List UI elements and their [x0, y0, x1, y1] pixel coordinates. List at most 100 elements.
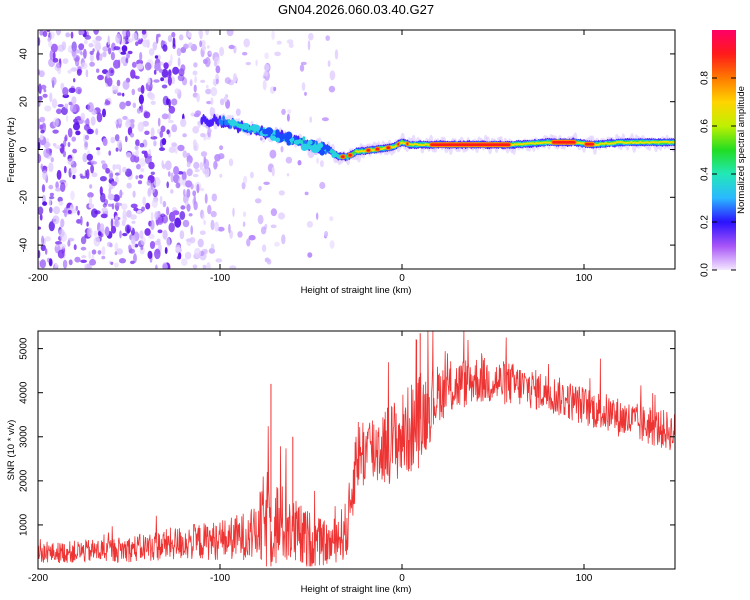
spectrogram-point [249, 171, 254, 179]
spectrogram-peak-core [348, 153, 352, 157]
spectrogram-point [99, 53, 103, 61]
spectrogram-point [273, 86, 277, 92]
spectrogram-point [80, 246, 87, 251]
spectrogram-point [117, 92, 122, 96]
spectrogram-point [71, 48, 76, 57]
spectrogram-point [100, 160, 106, 165]
spectrogram-point [202, 167, 209, 175]
spectrogram-point [119, 101, 126, 110]
figure-title: GN04.2026.060.03.40.G27 [278, 2, 434, 17]
spectrogram-point [62, 87, 69, 96]
spectrogram-point [167, 35, 173, 43]
spectrogram-point [155, 33, 159, 44]
spectrogram-point [48, 41, 53, 48]
spectrogram-point [154, 248, 161, 260]
spectrogram-y-ticks: -40 -20 0 20 40 [19, 48, 675, 252]
spectrogram-point [161, 84, 168, 89]
spectrogram-point [172, 66, 180, 75]
spectrogram-point [210, 97, 214, 105]
spectrogram-point [131, 88, 136, 96]
spectrogram-point [52, 129, 59, 134]
spectrogram-point [89, 259, 97, 266]
spectrogram-point [80, 236, 87, 245]
spectrogram-point [95, 128, 99, 136]
spectrogram-point [153, 176, 161, 187]
spectrogram-point [264, 52, 269, 60]
spectrogram-point [200, 188, 205, 192]
spectrogram-point [188, 213, 193, 217]
spectrogram-point [183, 189, 186, 197]
spectrogram-point [125, 57, 129, 64]
spectrogram-point [171, 76, 175, 85]
spectrogram-point [161, 68, 169, 78]
spectrogram-point [277, 212, 286, 220]
spectrogram-point [145, 202, 151, 210]
spectrogram-point [58, 200, 64, 206]
spectrogram-point [316, 157, 319, 164]
spectrogram-point [201, 213, 205, 221]
spectrogram-point [131, 61, 137, 68]
spectrogram-point [67, 141, 71, 148]
spectrogram-point [307, 252, 313, 258]
spectrogram-point [245, 61, 251, 66]
spectrogram-blob [275, 129, 280, 136]
spectrogram-point [177, 252, 182, 260]
spectrogram-point [38, 95, 43, 101]
spectrogram-blob [325, 145, 331, 152]
spectrogram-point [129, 132, 135, 138]
spectrogram-point [199, 30, 203, 40]
spectrogram-point [172, 37, 176, 47]
spectrogram-point [140, 168, 145, 172]
spectrogram-point [217, 226, 225, 232]
spectrogram-point [110, 136, 116, 144]
spectrogram-point [204, 249, 208, 255]
spectrogram-point [329, 216, 334, 222]
spectrogram-point [72, 148, 77, 154]
spectrogram-point [80, 62, 88, 70]
x-tick-label: -200 [28, 573, 48, 584]
snr-x-ticks: -200 -100 0 100 [28, 331, 593, 584]
spectrogram-point [45, 248, 48, 255]
x-tick-label: 0 [399, 273, 405, 284]
spectrogram-point [186, 188, 191, 198]
spectrogram-point [122, 166, 127, 173]
spectrogram-point [264, 257, 270, 263]
spectrogram-point [280, 146, 284, 153]
spectrogram-point [319, 181, 326, 190]
spectrogram-point [38, 120, 41, 131]
spectrogram-point [124, 224, 132, 234]
spectrogram-point [301, 82, 306, 91]
spectrogram-point [200, 79, 206, 83]
spectrogram-point [42, 30, 48, 37]
spectrogram-point [47, 37, 51, 42]
spectrogram-point [255, 59, 258, 67]
spectrogram-point [94, 39, 101, 50]
spectrogram-point [206, 262, 211, 269]
spectrogram-point [308, 32, 314, 41]
spectrogram-blob [311, 144, 317, 151]
spectrogram-blob [230, 119, 237, 127]
spectrogram-point [110, 218, 114, 229]
spectrogram-point [75, 130, 81, 136]
spectrogram-point [278, 190, 285, 196]
spectrogram-point [96, 150, 101, 156]
spectrogram-point [151, 199, 158, 208]
spectrogram-point [39, 124, 44, 130]
spectrogram-point [135, 175, 139, 180]
spectrogram-point [304, 191, 309, 196]
spectrogram-point [112, 164, 116, 171]
spectrogram-point [96, 147, 101, 151]
spectrogram-point [84, 264, 87, 269]
spectrogram-point [40, 129, 45, 134]
spectrogram-point [192, 173, 199, 178]
colorbar-gradient [712, 30, 736, 270]
spectrogram-point [142, 39, 150, 48]
spectrogram-point [162, 200, 167, 208]
spectrogram-point [127, 50, 133, 55]
spectrogram-point [144, 130, 150, 135]
spectrogram-point [194, 75, 198, 84]
spectrogram-blob [275, 137, 281, 143]
spectrogram-point [52, 51, 56, 61]
spectrogram-point [50, 43, 59, 53]
spectrogram-point [248, 234, 256, 241]
